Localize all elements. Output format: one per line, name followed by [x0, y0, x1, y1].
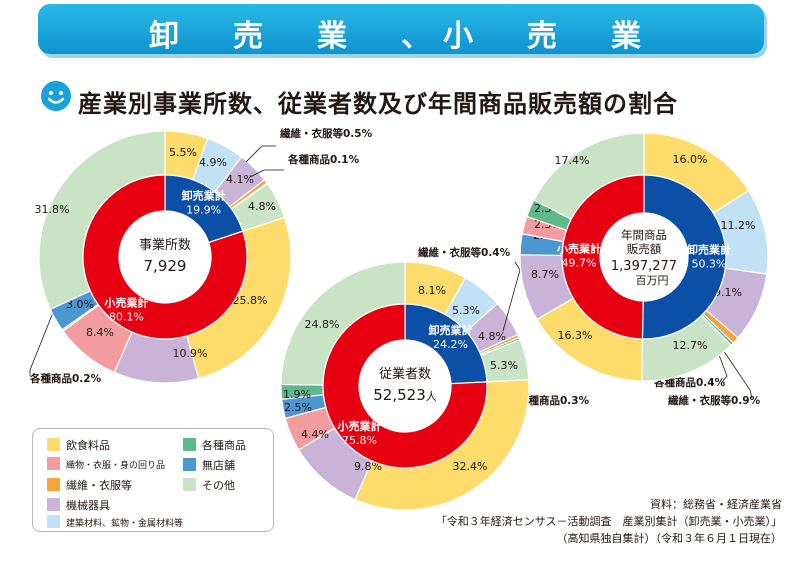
wholesale-total-label: 卸売業計: [182, 188, 226, 202]
retail-total-label: 小売業計: [556, 241, 601, 255]
slice-value-label: 4.8%: [478, 330, 506, 343]
legend-swatch: [47, 515, 60, 528]
retail-total-value: 49.7%: [562, 256, 597, 269]
legend-item: 建築材料、鉱物・金属材料等: [47, 515, 183, 529]
wholesale-total-label: 卸売業計: [687, 243, 731, 257]
slice-value-label: 32.4%: [453, 460, 488, 473]
slice-value-label: 4.9%: [199, 156, 227, 169]
center-value: 52,523人: [373, 386, 437, 404]
legend-label: 織物・衣服・身の回り品: [66, 461, 166, 471]
source-line-1: 資料：総務省・経済産業省: [650, 498, 782, 511]
legend-item: 機械器具: [47, 497, 110, 512]
slice-value-label: 5.3%: [490, 359, 518, 372]
slice-value-label: 1.9%: [283, 388, 311, 401]
slice-value-label: 8.4%: [86, 326, 114, 339]
center-unit: 人: [426, 390, 437, 403]
callout-line: [245, 145, 276, 163]
center-title-line2: 販売額: [627, 242, 662, 256]
title-banner: 卸 売 業 、小 売 業: [38, 4, 764, 54]
center-hole: [359, 340, 451, 432]
center-title: 従業者数: [379, 366, 431, 382]
center-unit: 百万円: [636, 274, 669, 287]
legend-label: 飲食料品: [66, 439, 110, 452]
legend-item: 飲食料品: [47, 437, 110, 452]
slice-value-label: 8.1%: [418, 284, 446, 297]
chart-subtitle: 産業別事業所数、従業者数及び年間商品販売額の割合: [78, 90, 678, 118]
legend-item: 織物・衣服・身の回り品: [47, 457, 165, 471]
retail-total-label: 小売業計: [103, 296, 148, 310]
slice-value-label: 10.9%: [173, 347, 208, 360]
legend-item: 無店舗: [183, 457, 235, 472]
center-value: 7,929: [144, 257, 187, 275]
slice-value-label: 4.8%: [248, 200, 276, 213]
legend-label: 機械器具: [66, 499, 110, 512]
source-note: 資料：総務省・経済産業省 「令和３年経済センサス－活動調査 産業別集計（卸売業・…: [436, 496, 782, 547]
slice-value-label: 4.1%: [226, 173, 254, 186]
retail-total-value: 80.1%: [109, 311, 144, 324]
legend-label: 繊維・衣服等: [66, 479, 132, 492]
center-hole: [119, 211, 211, 303]
legend-swatch: [183, 458, 196, 471]
slice-value-label: 5.3%: [452, 304, 480, 317]
wholesale-total-value: 24.2%: [433, 338, 468, 351]
retail-total-label: 小売業計: [337, 419, 382, 433]
slice-value-label: 25.8%: [233, 294, 268, 307]
callout-label: 繊維・衣服等0.9%: [667, 394, 761, 407]
callout-label: 各種商品0.1%: [287, 153, 360, 166]
source-line-2: 「令和３年経済センサス－活動調査 産業別集計（卸売業・小売業）」: [435, 515, 782, 528]
slice-value-label: 17.4%: [555, 154, 590, 167]
center-value: 1,397,277: [611, 259, 677, 274]
wholesale-total-value: 50.3%: [692, 258, 727, 271]
callout-line: [502, 261, 521, 332]
smiley-icon: [41, 81, 71, 111]
legend-swatch: [47, 438, 60, 451]
slice-value-label: 5.5%: [169, 146, 197, 159]
retail-total-value: 75.8%: [342, 434, 377, 447]
slice-value-label: 4.4%: [301, 428, 329, 441]
callout-label: 各種商品0.3%: [517, 394, 590, 407]
slice-value-label: 2.5%: [284, 401, 312, 414]
slice-value-label: 9.1%: [714, 286, 742, 299]
slice-value-label: 9.8%: [354, 460, 382, 473]
callout-label: 繊維・衣服等0.5%: [279, 127, 373, 140]
callout-label: 繊維・衣服等0.4%: [417, 246, 511, 259]
legend-item: 繊維・衣服等: [47, 477, 132, 492]
slice-value-label: 11.2%: [721, 219, 756, 232]
wholesale-total-label: 卸売業計: [428, 323, 472, 337]
slice-value-label: 16.0%: [673, 153, 708, 166]
slice-value-label: 12.7%: [673, 339, 708, 352]
legend-label: その他: [202, 479, 235, 492]
slice-value-label: 3.0%: [66, 298, 94, 311]
slice-value-label: 24.8%: [305, 318, 340, 331]
slice-value-label: 31.8%: [35, 203, 70, 216]
callout-line: [716, 340, 753, 399]
wholesale-total-value: 19.9%: [186, 203, 221, 216]
source-line-3: （高知県独自集計）（令和３年６月１日現在）: [556, 532, 783, 545]
callout-label: 各種商品0.4%: [653, 376, 726, 389]
callout-line: [29, 299, 59, 376]
callout-line: [249, 169, 284, 178]
slice-value-label: 8.7%: [531, 268, 559, 281]
legend-swatch: [183, 438, 196, 451]
legend-item: 各種商品: [183, 437, 246, 452]
slice-value-label: 16.3%: [558, 329, 593, 342]
legend-swatch: [47, 478, 60, 491]
legend: 飲食料品織物・衣服・身の回り品 繊維・衣服等 機械器具建築材料、鉱物・金属材料等 各種…: [32, 428, 274, 532]
callout-label: 各種商品0.2%: [29, 372, 102, 385]
center-hole: [600, 213, 688, 301]
center-title: 事業所数: [139, 237, 191, 253]
legend-item: その他: [183, 477, 235, 492]
legend-swatch: [47, 498, 60, 511]
legend-swatch: [183, 478, 196, 491]
legend-label: 各種商品: [202, 439, 246, 452]
legend-label: 無店舗: [202, 459, 235, 472]
legend-swatch: [47, 457, 60, 470]
center-title: 年間商品: [621, 228, 667, 242]
legend-label: 建築材料、鉱物・金属材料等: [66, 519, 184, 529]
page-title: 卸 売 業 、小 売 業: [149, 19, 653, 54]
